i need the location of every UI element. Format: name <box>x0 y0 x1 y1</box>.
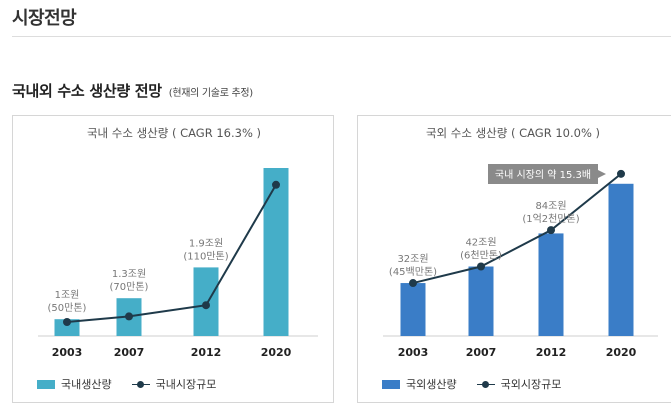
line-point-2003 <box>63 318 71 326</box>
legend-line-label: 국외시장규모 <box>500 378 562 391</box>
x-tick-2003: 2003 <box>398 346 429 359</box>
data-label-2003: (45백만톤) <box>389 266 437 278</box>
page-title: 시장전망 <box>12 8 77 29</box>
domestic-legend: 국내생산량 국내시장규모 <box>37 376 216 392</box>
annotation-pointer <box>598 170 606 178</box>
foreign-chart-panel: 국외 수소 생산량 ( CAGR 10.0% ) 2003 2007 2012 2020… <box>357 115 671 403</box>
data-label-2007: (70만톤) <box>110 281 149 293</box>
legend-bar-swatch <box>37 379 55 389</box>
x-tick-2012: 2012 <box>191 346 222 359</box>
chart-title: 국내 수소 생산량 ( CAGR 16.3% ) <box>87 126 261 140</box>
bar-2003 <box>400 283 426 336</box>
title-divider <box>12 36 671 37</box>
legend-line-icon <box>476 380 495 389</box>
market-line <box>412 173 622 285</box>
bar-2012 <box>538 233 564 336</box>
legend-line-icon <box>131 380 150 389</box>
legend-bar-label: 국외생산량 <box>406 378 457 391</box>
x-tick-2003: 2003 <box>52 346 83 359</box>
line-point-2007 <box>477 262 485 271</box>
line-point-2012 <box>547 226 555 235</box>
x-tick-2020: 2020 <box>261 346 292 359</box>
bar-2007 <box>468 266 494 336</box>
bar-2020 <box>608 183 634 336</box>
legend-bar-swatch <box>382 379 400 389</box>
foreign-legend: 국외생산량 국외시장규모 <box>382 376 561 392</box>
x-tick-2007: 2007 <box>114 346 145 359</box>
line-point-2020 <box>272 180 280 189</box>
legend-bar-label: 국내생산량 <box>61 378 112 391</box>
line-point-2003 <box>409 279 417 288</box>
data-label-2003: 1조원 <box>55 289 80 301</box>
x-tick-2012: 2012 <box>536 346 567 359</box>
x-tick-2020: 2020 <box>606 346 637 359</box>
section-title: 국내외 수소 생산량 전망 (현재의 기술로 추정) <box>12 80 253 101</box>
bar-2003 <box>54 319 80 336</box>
data-label-2012: 1.9조원 <box>189 237 223 249</box>
annotation-text: 국내 시장의 약 15.3배 <box>495 169 591 181</box>
section-subtitle: (현재의 기술로 추정) <box>168 88 253 99</box>
line-point-2012 <box>202 301 210 310</box>
domestic-chart-svg: 국내 수소 생산량 ( CAGR 16.3% ) 2003 2007 2012 2020… <box>38 126 318 359</box>
market-line <box>66 184 277 323</box>
line-point-2020 <box>617 169 625 178</box>
annotation-bubble <box>488 164 598 184</box>
foreign-chart-svg: 국외 수소 생산량 ( CAGR 10.0% ) 2003 2007 2012 2020… <box>383 126 658 359</box>
data-label-2012: (110만톤) <box>183 250 228 262</box>
data-label-2003: 32조원 <box>397 253 428 265</box>
chart-title: 국외 수소 생산량 ( CAGR 10.0% ) <box>426 126 600 140</box>
legend-line-label: 국내시장규모 <box>155 378 217 391</box>
data-label-2012: 84조원 <box>535 200 566 212</box>
data-label-2007: 42조원 <box>465 237 496 249</box>
line-point-2007 <box>125 312 133 321</box>
bar-2020 <box>263 168 289 336</box>
data-label-2003: (50만톤) <box>48 302 87 314</box>
data-label-2012: (1억2천만톤) <box>522 213 579 225</box>
data-label-2007: (6천만톤) <box>460 250 502 262</box>
x-tick-2007: 2007 <box>466 346 497 359</box>
domestic-chart-panel: 국내 수소 생산량 ( CAGR 16.3% ) 2003 2007 2012 2020… <box>12 115 334 403</box>
section-title-text: 국내외 수소 생산량 전망 <box>12 82 162 100</box>
data-label-2007: 1.3조원 <box>112 268 146 280</box>
